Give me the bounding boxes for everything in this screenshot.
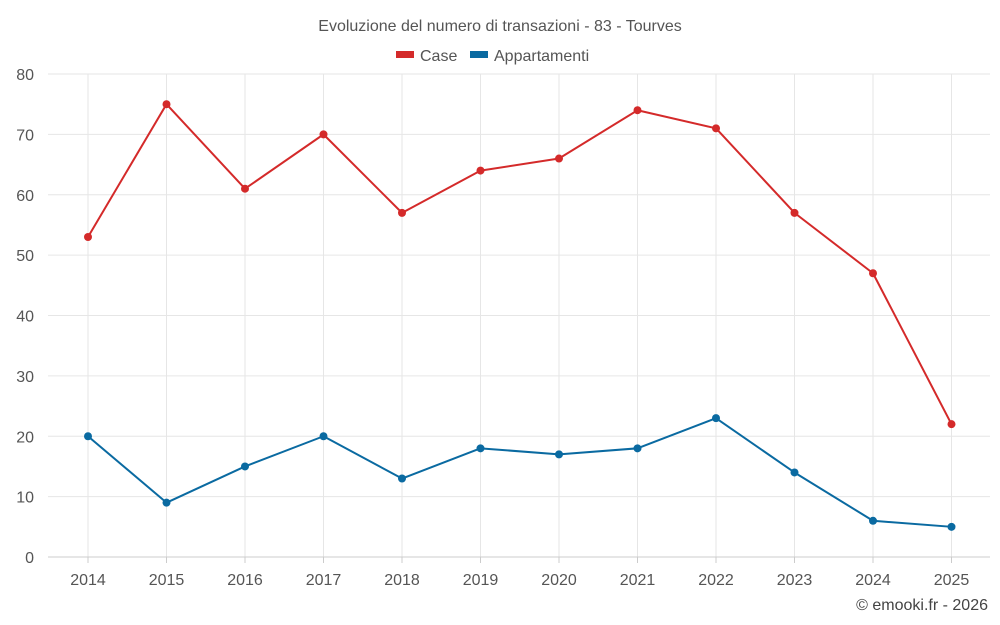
series-line-appartamenti — [87, 417, 952, 528]
y-tick-label: 40 — [16, 309, 34, 326]
x-tick-label: 2024 — [855, 572, 891, 589]
axes: 0 10 20 30 40 50 60 70 80 2014 2015 2016 2017 2018 201… — [16, 67, 990, 589]
data-point-appartamenti[interactable] — [555, 450, 563, 459]
x-tick-label: 2021 — [620, 572, 656, 589]
y-tick-label: 80 — [16, 67, 34, 84]
data-point-case[interactable] — [869, 269, 877, 278]
legend-item-appartamenti[interactable]: Appartamenti — [470, 48, 589, 65]
series-line-case — [87, 103, 953, 425]
y-tick-label: 0 — [25, 550, 34, 567]
data-point-case[interactable] — [241, 184, 249, 193]
data-point-case[interactable] — [947, 420, 956, 429]
data-point-appartamenti[interactable] — [633, 444, 642, 453]
data-point-case[interactable] — [633, 106, 642, 115]
series-layer — [84, 100, 956, 531]
x-tick-label: 2014 — [70, 572, 106, 589]
data-point-appartamenti[interactable] — [712, 414, 720, 423]
legend-label-case: Case — [420, 48, 457, 65]
grid — [48, 73, 990, 557]
x-tick-label: 2025 — [934, 572, 970, 589]
credit-text: © emooki.fr - 2026 — [856, 597, 988, 614]
data-point-appartamenti[interactable] — [947, 522, 956, 531]
data-point-appartamenti[interactable] — [162, 498, 171, 507]
legend-swatch-appartamenti — [470, 51, 488, 58]
x-tick-label: 2022 — [698, 572, 734, 589]
x-tick-label: 2020 — [541, 572, 577, 589]
data-point-appartamenti[interactable] — [476, 444, 485, 453]
x-tick-label: 2015 — [149, 572, 185, 589]
series-case — [84, 100, 956, 429]
y-tick-label: 60 — [16, 188, 34, 205]
data-point-case[interactable] — [712, 124, 720, 133]
x-tick-label: 2017 — [306, 572, 342, 589]
x-tick-label: 2019 — [463, 572, 499, 589]
x-tick-label: 2016 — [227, 572, 263, 589]
data-point-case[interactable] — [319, 130, 328, 139]
data-point-appartamenti[interactable] — [869, 516, 877, 525]
data-point-case[interactable] — [476, 166, 485, 175]
data-point-appartamenti[interactable] — [84, 432, 92, 441]
legend-item-case[interactable]: Case — [396, 48, 457, 65]
data-point-case[interactable] — [84, 233, 92, 242]
y-tick-label: 50 — [16, 248, 34, 265]
x-tick-label: 2023 — [777, 572, 813, 589]
legend-label-appartamenti: Appartamenti — [494, 48, 589, 65]
x-tick-label: 2018 — [384, 572, 420, 589]
y-tick-label: 30 — [16, 369, 34, 386]
data-point-case[interactable] — [555, 154, 563, 163]
data-point-appartamenti[interactable] — [319, 432, 328, 441]
y-tick-label: 70 — [16, 127, 34, 144]
data-point-appartamenti[interactable] — [241, 462, 249, 471]
data-point-appartamenti[interactable] — [398, 474, 406, 483]
data-point-case[interactable] — [790, 208, 799, 217]
data-point-case[interactable] — [162, 100, 171, 109]
legend-swatch-case — [396, 51, 414, 58]
legend: Case Appartamenti — [396, 48, 589, 65]
series-appartamenti — [84, 414, 956, 531]
chart-title: Evoluzione del numero di transazioni - 8… — [318, 18, 681, 35]
y-tick-label: 10 — [16, 490, 34, 507]
data-point-case[interactable] — [398, 208, 406, 217]
data-point-appartamenti[interactable] — [790, 468, 799, 477]
y-tick-label: 20 — [16, 429, 34, 446]
